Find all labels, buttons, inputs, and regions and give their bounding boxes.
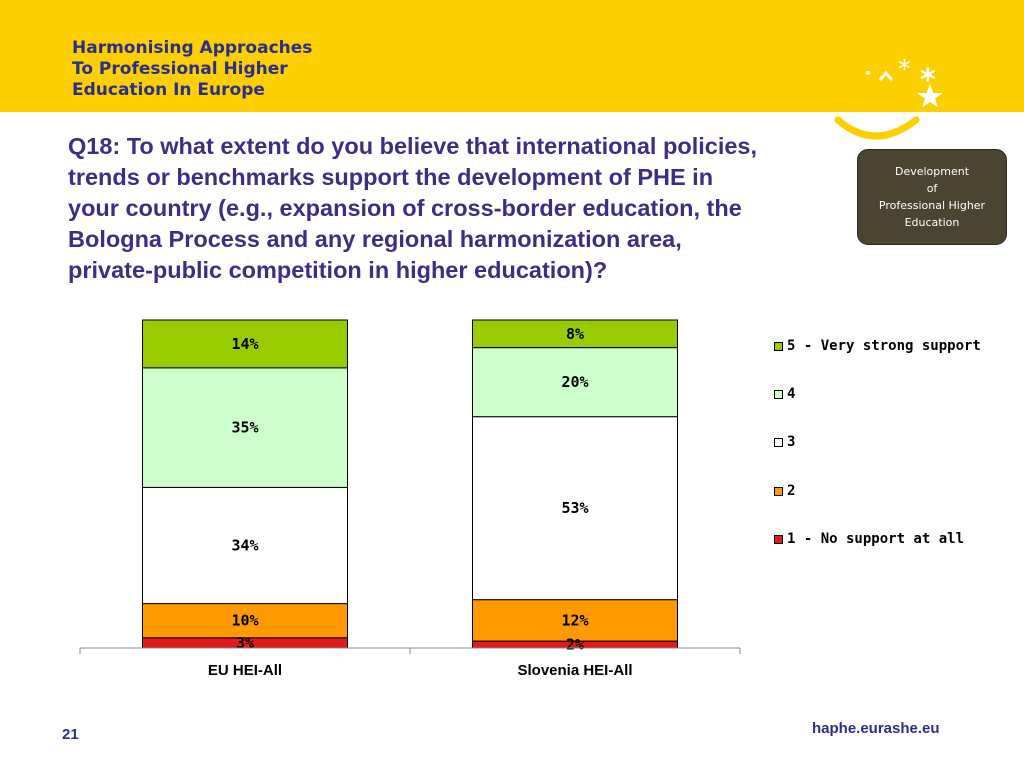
question-line: Bologna Process and any regional harmoni… [68, 226, 682, 252]
data-label: 34% [231, 537, 258, 555]
legend-swatch [774, 389, 783, 399]
website-link[interactable]: haphe.eurashe.eu [812, 720, 940, 737]
bar-segment [142, 486, 348, 605]
logo-smile-arc [834, 116, 920, 140]
logo-dot [866, 71, 870, 75]
legend-swatch [774, 341, 783, 351]
legend-label: 2 [787, 483, 796, 499]
question-title: Q18: To what extent do you believe that … [68, 131, 828, 286]
eurashe-stars-smile-logo: * * [834, 55, 943, 140]
data-label: 14% [231, 335, 258, 353]
bar-segment [472, 319, 678, 349]
project-name-line: Education In Europe [72, 80, 265, 100]
page-number: 21 [62, 726, 79, 743]
legend-label: 3 [787, 434, 796, 450]
logo-caret [878, 70, 894, 81]
legend-item: 4 [774, 384, 795, 404]
header-banner [0, 0, 1024, 112]
legend-item: 1 - No support at all [774, 529, 964, 549]
stacked-bar-chart: 3% 10% 34% 35% 14% EU HEI-All 2% 12% 53% 20% 8% Slo… [79, 319, 741, 679]
legend-item: 2 [774, 481, 795, 501]
legend-swatch [774, 486, 783, 496]
legend-label: 4 [787, 386, 796, 402]
development-badge: Development of Professional Higher Educa… [857, 149, 1007, 245]
legend-swatch [774, 534, 783, 544]
logo-star [917, 84, 943, 108]
project-name: Harmonising Approaches To Professional H… [72, 38, 312, 101]
question-line: trends or benchmarks support the develop… [68, 164, 714, 190]
logo-star-asterisk: * [920, 63, 936, 98]
data-label: 2% [566, 636, 584, 654]
legend-item: 3 [774, 432, 795, 452]
data-label: 35% [231, 419, 258, 437]
project-name-line: To Professional Higher [72, 59, 288, 79]
legend-swatch [774, 437, 783, 447]
project-name-line: Harmonising Approaches [72, 38, 313, 58]
badge-line: of [926, 182, 938, 195]
logo-star-small: * [898, 55, 911, 85]
data-label: 10% [231, 612, 258, 630]
badge-line: Development [894, 165, 970, 178]
bar-segment [472, 416, 678, 601]
data-label: 3% [236, 634, 254, 652]
question-line: Q18: To what extent do you believe that … [68, 133, 758, 159]
question-line: your country (e.g., expansion of cross-b… [68, 195, 742, 221]
bar-segment [142, 603, 348, 639]
legend-label: 5 - Very strong support [787, 338, 981, 354]
data-label: 20% [561, 373, 588, 391]
question-line: private-public competition in higher edu… [68, 257, 608, 283]
category-label: EU HEI-All [208, 662, 282, 679]
category-label: Slovenia HEI-All [517, 662, 632, 679]
badge-line: Education [904, 216, 960, 229]
bar-segment [142, 319, 348, 369]
data-label: 8% [566, 325, 584, 343]
data-label: 53% [561, 499, 588, 517]
badge-line: Professional Higher [878, 199, 986, 212]
bar-segment [472, 599, 678, 642]
data-label: 12% [561, 611, 588, 629]
legend-label: 1 - No support at all [787, 531, 965, 547]
legend-item: 5 - Very strong support [774, 336, 981, 356]
